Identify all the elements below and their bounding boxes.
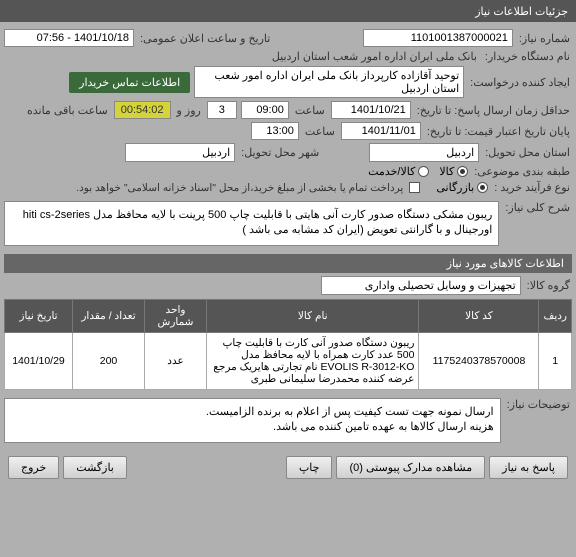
process-label: نوع فرآیند خرید :	[492, 181, 572, 194]
deadline-days: 3	[207, 101, 237, 119]
cell-date: 1401/10/29	[5, 332, 73, 389]
group-value: تجهیزات و وسایل تحصیلی واداری	[321, 276, 521, 295]
table-header-row: ردیف کد کالا نام کالا واحد شمارش تعداد /…	[5, 299, 572, 332]
th-unit: واحد شمارش	[145, 299, 207, 332]
city-value: اردبیل	[125, 143, 235, 162]
need-no-label: شماره نیاز:	[517, 32, 572, 45]
content-area: شماره نیاز: 1101001387000021 تاریخ و ساع…	[0, 22, 576, 489]
deadline-date: 1401/10/21	[331, 101, 411, 119]
buyer-value: بانک ملی ایران اداره امور شعب استان اردب…	[270, 50, 479, 63]
creator-value: توحید آقازاده کارپرداز بانک ملی ایران اد…	[194, 66, 464, 98]
th-date: تاریخ نیاز	[5, 299, 73, 332]
radio-bazargani-label: بازرگانی	[436, 181, 474, 194]
th-qty: تعداد / مقدار	[73, 299, 145, 332]
exit-button[interactable]: خروج	[8, 456, 59, 479]
cell-code: 1175240378570008	[419, 332, 539, 389]
back-button[interactable]: بازگشت	[63, 456, 127, 479]
reply-button[interactable]: پاسخ به نیاز	[489, 456, 568, 479]
time-label-1: ساعت	[293, 104, 327, 117]
credit-date: 1401/11/01	[341, 122, 421, 140]
group-label: گروه کالا:	[525, 279, 572, 292]
remaining-badge: 00:54:02	[114, 101, 171, 119]
radio-kala-label: کالا	[439, 165, 454, 178]
cell-qty: 200	[73, 332, 145, 389]
th-row: ردیف	[539, 299, 572, 332]
announce-label: تاریخ و ساعت اعلان عمومی:	[138, 32, 272, 45]
radio-kala-khedmat-label: کالا/خدمت	[368, 165, 415, 178]
need-desc-label: شرح کلی نیاز:	[503, 197, 572, 214]
time-label-2: ساعت	[303, 125, 337, 138]
titlebar: جزئیات اطلاعات نیاز	[0, 0, 576, 22]
table-row[interactable]: 1 1175240378570008 ریبون دستگاه صدور آنی…	[5, 332, 572, 389]
items-header: اطلاعات کالاهای مورد نیاز	[4, 254, 572, 273]
radio-kala[interactable]: کالا	[439, 165, 468, 178]
credit-expire-label: پایان تاریخ اعتبار قیمت: تا تاریخ:	[425, 125, 572, 138]
radio-kala-khedmat[interactable]: کالا/خدمت	[368, 165, 429, 178]
radio-dot-icon	[457, 166, 468, 177]
items-table: ردیف کد کالا نام کالا واحد شمارش تعداد /…	[4, 299, 572, 390]
deadline-label: حداقل زمان ارسال پاسخ: تا تاریخ:	[415, 104, 572, 117]
radio-dot-icon	[477, 182, 488, 193]
category-radios: کالا کالا/خدمت	[368, 165, 468, 178]
city-label: شهر محل تحویل:	[239, 146, 321, 159]
province-value: اردبیل	[369, 143, 479, 162]
cell-rownum: 1	[539, 332, 572, 389]
need-desc-value: ریبون مشکی دستگاه صدور کارت آنی هایتی با…	[4, 201, 499, 246]
credit-time: 13:00	[251, 122, 299, 140]
th-name: نام کالا	[207, 299, 419, 332]
days-unit: روز و	[175, 104, 203, 117]
multi-label: طبقه بندی موضوعی:	[472, 165, 572, 178]
notes-label: توضیحات نیاز:	[505, 394, 572, 411]
treasury-checkbox[interactable]	[409, 182, 420, 193]
window: جزئیات اطلاعات نیاز شماره نیاز: 11010013…	[0, 0, 576, 489]
remaining-label: ساعت باقی مانده	[25, 104, 110, 117]
creator-label: ایجاد کننده درخواست:	[468, 76, 572, 89]
buyer-label: نام دستگاه خریدار:	[483, 50, 572, 63]
window-title: جزئیات اطلاعات نیاز	[475, 6, 568, 18]
cell-unit: عدد	[145, 332, 207, 389]
print-button[interactable]: چاپ	[286, 456, 333, 479]
deadline-time: 09:00	[241, 101, 289, 119]
th-code: کد کالا	[419, 299, 539, 332]
radio-bazargani[interactable]: بازرگانی	[436, 181, 488, 194]
treasury-label: پرداخت تمام یا بخشی از مبلغ خرید،از محل …	[74, 182, 405, 194]
delivery-place-label: استان محل تحویل:	[483, 146, 572, 159]
announce-value: 1401/10/18 - 07:56	[4, 29, 134, 47]
cell-name: ریبون دستگاه صدور آنی کارت با قابلیت چاپ…	[207, 332, 419, 389]
radio-empty-icon	[418, 166, 429, 177]
button-bar: پاسخ به نیاز مشاهده مدارک پیوستی (0) چاپ…	[4, 450, 572, 485]
contact-badge[interactable]: اطلاعات تماس خریدار	[69, 72, 190, 93]
notes-value: ارسال نمونه جهت تست کیفیت پس از اعلام به…	[4, 398, 501, 443]
need-no-value: 1101001387000021	[363, 29, 513, 47]
attachments-button[interactable]: مشاهده مدارک پیوستی (0)	[336, 456, 485, 479]
